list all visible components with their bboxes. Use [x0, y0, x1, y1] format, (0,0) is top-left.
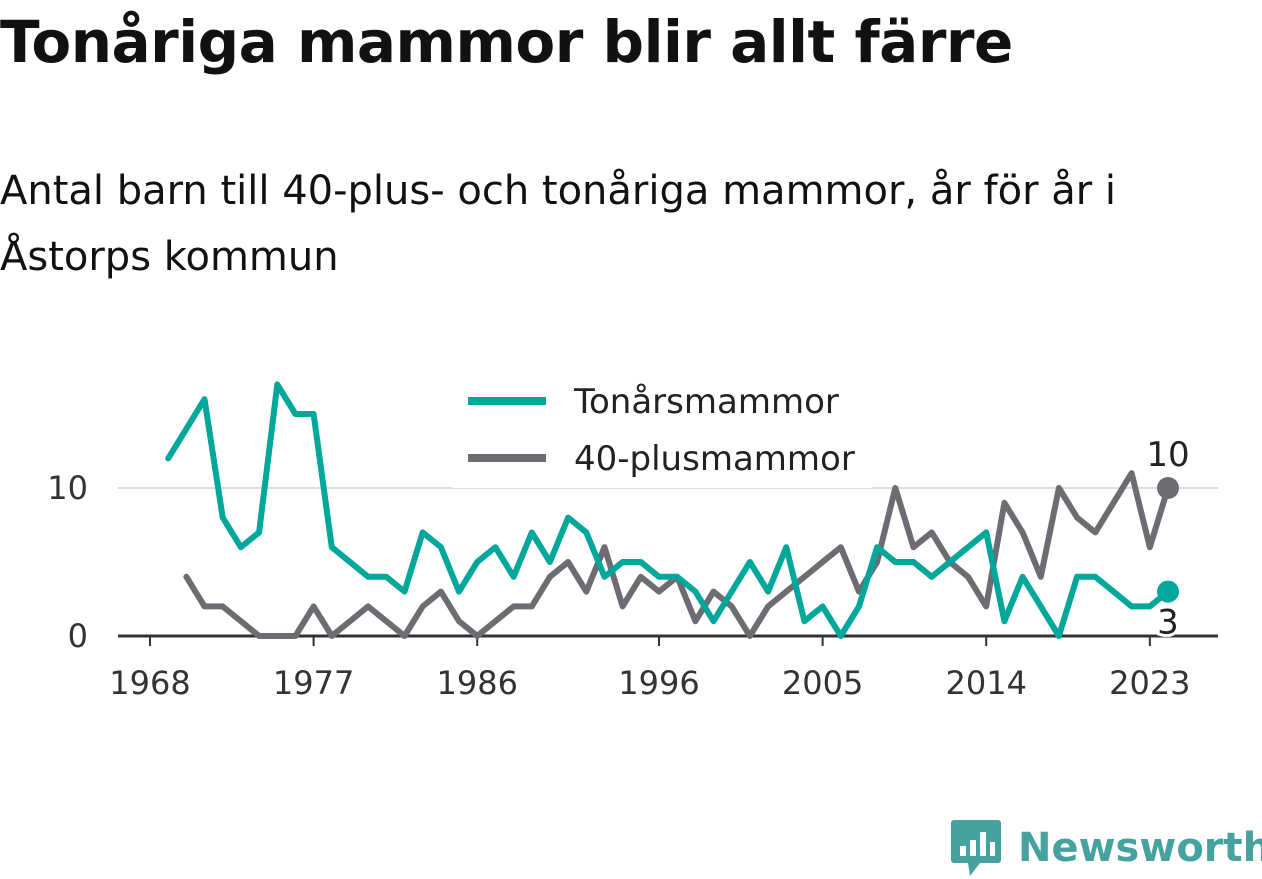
- x-axis: 1968 1977 1986 1996 2005 2014 2023: [109, 634, 1218, 702]
- series-lines: [165, 381, 1179, 639]
- chart-title: Tonåriga mammor blir allt färre: [0, 8, 1013, 76]
- brand-name: Newsworthy: [1018, 825, 1262, 871]
- legend-label-40-plusmammor: 40-plusmammor: [574, 439, 855, 479]
- end-point-40-plusmammor: [1157, 477, 1179, 499]
- end-labels: 10 3: [1143, 432, 1192, 646]
- series-line-tonarsmammor: [165, 381, 1171, 639]
- end-point-tonarsmammor: [1157, 580, 1179, 603]
- x-tick-label-1977: 1977: [273, 664, 354, 702]
- chart-subtitle: Antal barn till 40-plus- och tonåriga ma…: [0, 168, 1117, 280]
- y-tick-label-10: 10: [47, 469, 88, 507]
- y-tick-label-0: 0: [68, 617, 88, 655]
- x-tick-label-2005: 2005: [782, 664, 863, 702]
- legend-background: [452, 370, 872, 488]
- legend: Tonårsmammor 40-plusmammor: [452, 370, 872, 488]
- end-label-tonarsmammor: 3: [1157, 603, 1179, 643]
- bar-chart-speech-bubble-icon: [951, 820, 1001, 876]
- x-tick-label-1996: 1996: [618, 664, 699, 702]
- end-label-40-plusmammor: 10: [1146, 435, 1189, 475]
- x-tick-label-2023: 2023: [1109, 664, 1190, 702]
- x-tick-label-1986: 1986: [436, 664, 517, 702]
- x-tick-label-2014: 2014: [945, 664, 1026, 702]
- y-axis-labels: 0 10: [47, 469, 88, 655]
- newsworthy-logo: Newsworthy: [950, 818, 1262, 878]
- legend-label-tonarsmammor: Tonårsmammor: [573, 382, 839, 422]
- x-tick-label-1968: 1968: [109, 664, 190, 702]
- series-line-40-plusmammor: [183, 470, 1171, 639]
